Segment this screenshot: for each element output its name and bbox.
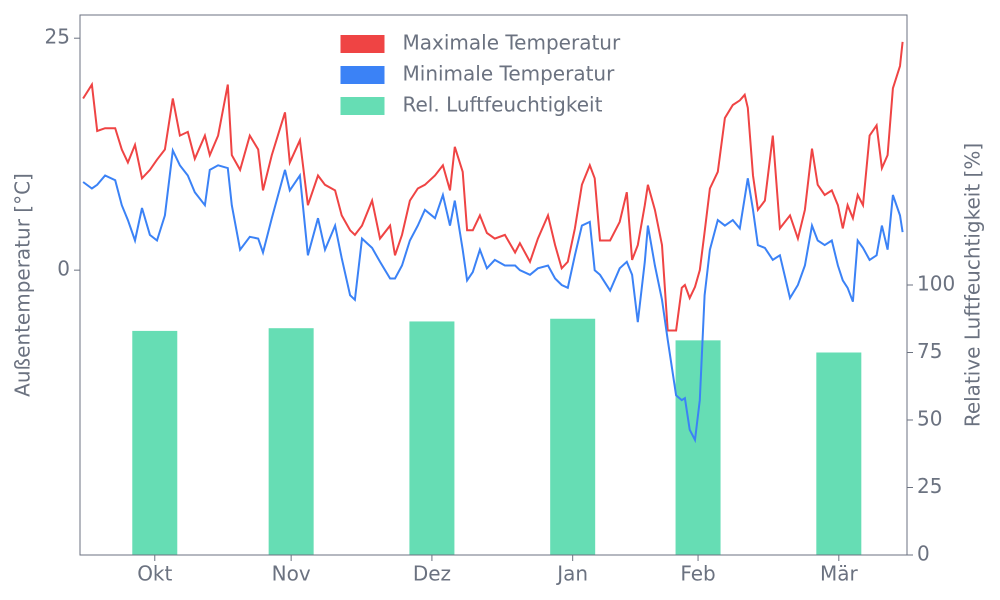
bar xyxy=(409,321,455,555)
y2-tick-label: 75 xyxy=(917,339,942,363)
line xyxy=(82,41,904,332)
y-axis-label: Außentemperatur [°C] xyxy=(11,173,35,397)
legend-swatch xyxy=(340,35,385,53)
y2-axis-label: Relative Luftfeuchtigkeit [%] xyxy=(961,143,985,427)
bar xyxy=(675,340,721,555)
bar xyxy=(132,330,178,555)
y2-tick-label: 0 xyxy=(917,542,930,566)
x-tick-label: Dez xyxy=(413,562,451,586)
y-tick-label: 0 xyxy=(57,257,70,281)
legend-label: Maximale Temperatur xyxy=(403,31,621,55)
legend-swatch xyxy=(340,66,385,84)
legend-swatch xyxy=(340,97,385,115)
x-tick-label: Okt xyxy=(137,562,172,586)
x-tick-label: Mär xyxy=(820,562,859,586)
y-tick-label: 25 xyxy=(45,25,70,49)
bar xyxy=(816,352,862,555)
bar xyxy=(268,328,314,555)
legend-label: Minimale Temperatur xyxy=(403,62,616,86)
line xyxy=(82,146,904,444)
y2-tick-label: 100 xyxy=(917,272,955,296)
x-tick-label: Jan xyxy=(555,562,588,586)
x-tick-label: Feb xyxy=(680,562,715,586)
x-tick-label: Nov xyxy=(272,562,311,586)
bar xyxy=(550,318,596,555)
legend-label: Rel. Luftfeuchtigkeit xyxy=(403,93,603,117)
y2-tick-label: 50 xyxy=(917,407,942,431)
y2-tick-label: 25 xyxy=(917,474,942,498)
